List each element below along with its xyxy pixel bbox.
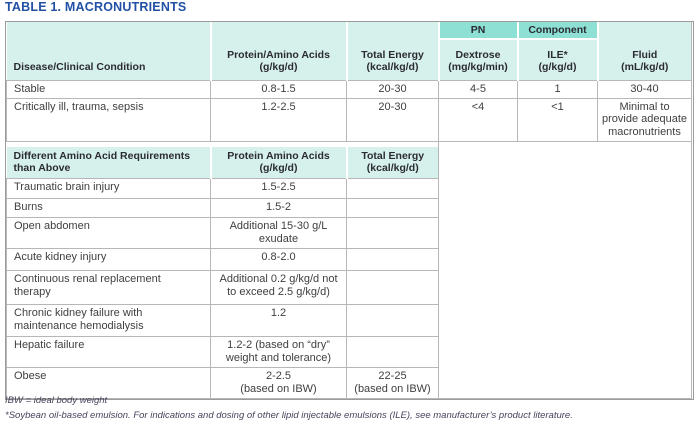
cell-energy: 20-30 — [346, 97, 439, 143]
cell-protein: 1.2-2 (based on “dry” weight and toleran… — [210, 335, 347, 368]
sub-header-row: Dextrose (mg/kg/min) ILE* (g/kg/d) — [7, 39, 692, 80]
cell-condition: Traumatic brain injury — [6, 177, 211, 199]
cell-condition: Burns — [6, 197, 211, 218]
cell-energy — [346, 216, 439, 249]
cell-ile: 1 — [517, 79, 598, 99]
cell-condition: Open abdomen — [6, 216, 211, 249]
cell-condition: Continuous renal replacement therapy — [6, 269, 211, 305]
table-row: Critically ill, trauma, sepsis 1.2-2.5 2… — [6, 97, 692, 143]
cell-energy — [346, 335, 439, 368]
cell-energy: 22-25 (based on IBW) — [346, 366, 439, 399]
table-row: Hepatic failure 1.2-2 (based on “dry” we… — [6, 335, 692, 368]
cell-energy — [346, 269, 439, 305]
cell-protein: 2-2.5 (based on IBW) — [210, 366, 347, 399]
table-row: Acute kidney injury 0.8-2.0 — [6, 247, 692, 271]
table-row: Obese 2-2.5 (based on IBW) 22-25 (based … — [6, 366, 692, 399]
column-header-energy: Total Energy (kcal/kg/d) — [345, 22, 439, 80]
cell-energy: 20-30 — [346, 79, 439, 99]
cell-protein: Additional 15-30 g/L exudate — [210, 216, 347, 249]
group-header-component: Component — [516, 22, 598, 40]
cell-condition: Acute kidney injury — [6, 247, 211, 271]
table-grid: Disease/Clinical Condition Protein/Amino… — [6, 22, 692, 399]
cell-energy — [346, 197, 439, 218]
cell-fluid: Minimal to provide adequate macronutrien… — [597, 97, 692, 143]
table-title: TABLE 1. MACRONUTRIENTS — [5, 0, 187, 14]
column-header-fluid: Fluid (mL/kg/d) — [596, 22, 692, 80]
cell-energy — [346, 247, 439, 271]
cell-energy — [346, 177, 439, 199]
column-header-energy-2: Total Energy (kcal/kg/d) — [345, 146, 439, 179]
cell-condition: Chronic kidney failure with maintenance … — [6, 303, 211, 337]
cell-fluid: 30-40 — [597, 79, 692, 99]
table-row: Chronic kidney failure with maintenance … — [6, 303, 692, 337]
column-header-different-requirements: Different Amino Acid Requirements than A… — [6, 146, 211, 179]
column-header-protein-2: Protein Amino Acids (g/kg/d) — [209, 146, 347, 179]
macronutrients-table: Disease/Clinical Condition Protein/Amino… — [5, 21, 694, 400]
cell-protein: 0.8-1.5 — [210, 79, 347, 99]
cell-condition: Hepatic failure — [6, 335, 211, 368]
section-spacer — [6, 141, 439, 147]
cell-ile: <1 — [517, 97, 598, 143]
section-spacer-row — [6, 141, 692, 399]
table-row: Open abdomen Additional 15-30 g/L exudat… — [6, 216, 692, 249]
footnote: *Soybean oil-based emulsion. For indicat… — [5, 410, 573, 421]
cell-protein: 1.2-2.5 — [210, 97, 347, 143]
column-header-dextrose: Dextrose (mg/kg/min) — [437, 39, 518, 80]
group-header-pn: PN — [437, 22, 518, 40]
footnotes: IBW = ideal body weight *Soybean oil-bas… — [5, 395, 692, 425]
cell-condition: Obese — [6, 366, 211, 399]
cell-protein: Additional 0.2 g/kg/d not to exceed 2.5 … — [210, 269, 347, 305]
cell-dextrose: 4-5 — [438, 79, 518, 99]
empty-region — [438, 141, 692, 399]
cell-dextrose: <4 — [438, 97, 518, 143]
table-row: Traumatic brain injury 1.5-2.5 — [6, 177, 692, 199]
cell-protein: 1.5-2.5 — [210, 177, 347, 199]
cell-protein: 0.8-2.0 — [210, 247, 347, 271]
column-header-protein: Protein/Amino Acids (g/kg/d) — [209, 22, 347, 80]
column-header-condition: Disease/Clinical Condition — [6, 22, 211, 80]
cell-condition: Critically ill, trauma, sepsis — [6, 97, 211, 143]
table-row: Continuous renal replacement therapy Add… — [6, 269, 692, 305]
column-header-ile: ILE* (g/kg/d) — [516, 39, 598, 80]
footnote: IBW = ideal body weight — [5, 395, 108, 406]
cell-protein: 1.5-2 — [210, 197, 347, 218]
cell-condition: Stable — [6, 79, 211, 99]
cell-protein: 1.2 — [210, 303, 347, 337]
group-header-row: Disease/Clinical Condition Protein/Amino… — [6, 22, 692, 80]
section2-header-row: Different Amino Acid Requirements than A… — [6, 146, 692, 179]
cell-energy — [346, 303, 439, 337]
table-row: Stable 0.8-1.5 20-30 4-5 1 30-40 — [6, 79, 692, 99]
